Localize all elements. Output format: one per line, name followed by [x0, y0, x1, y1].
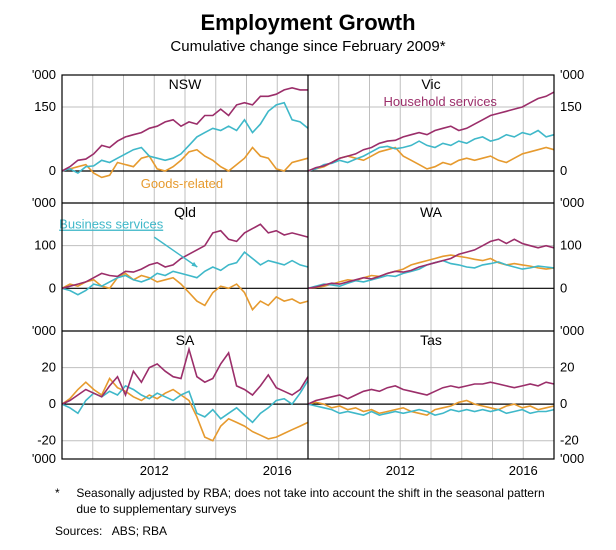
- svg-text:2016: 2016: [509, 463, 538, 478]
- svg-text:2016: 2016: [263, 463, 292, 478]
- chart-title: Employment Growth: [10, 10, 606, 36]
- svg-text:2012: 2012: [140, 463, 169, 478]
- svg-text:'000: '000: [560, 67, 584, 82]
- svg-text:0: 0: [49, 280, 56, 295]
- svg-text:20: 20: [560, 360, 574, 375]
- svg-text:Household services: Household services: [383, 94, 497, 109]
- svg-text:-20: -20: [560, 433, 579, 448]
- svg-text:20: 20: [42, 360, 56, 375]
- sources-value: ABS; RBA: [112, 524, 167, 538]
- svg-text:'000: '000: [560, 195, 584, 210]
- svg-text:WA: WA: [420, 204, 443, 220]
- chart-subtitle: Cumulative change since February 2009*: [10, 38, 606, 55]
- svg-text:-20: -20: [37, 433, 56, 448]
- svg-text:0: 0: [49, 163, 56, 178]
- svg-text:'000: '000: [32, 451, 56, 466]
- svg-text:'000: '000: [32, 67, 56, 82]
- svg-text:150: 150: [34, 99, 56, 114]
- svg-text:150: 150: [560, 99, 582, 114]
- svg-text:'000: '000: [32, 323, 56, 338]
- svg-text:'000: '000: [560, 323, 584, 338]
- svg-text:'000: '000: [560, 451, 584, 466]
- svg-text:2012: 2012: [386, 463, 415, 478]
- svg-text:Tas: Tas: [420, 332, 442, 348]
- sources-label: Sources:: [55, 524, 102, 538]
- svg-text:Business services: Business services: [59, 217, 164, 232]
- svg-text:Qld: Qld: [174, 204, 196, 220]
- chart-grid: '000 '000 '000 '000 '000 '000 '000 '000 0 150 NSW G…: [20, 61, 596, 481]
- chart-svg: '000 '000 '000 '000 '000 '000 '000 '000 0 150 NSW G…: [20, 61, 596, 481]
- footnote-text: Seasonally adjusted by RBA; does not tak…: [76, 485, 566, 517]
- svg-text:100: 100: [34, 238, 56, 253]
- svg-text:0: 0: [560, 396, 567, 411]
- svg-text:0: 0: [560, 280, 567, 295]
- svg-text:'000: '000: [32, 195, 56, 210]
- footnote: * Seasonally adjusted by RBA; does not t…: [55, 485, 586, 517]
- svg-text:100: 100: [560, 238, 582, 253]
- footnote-star: *: [55, 485, 73, 501]
- svg-text:NSW: NSW: [169, 76, 202, 92]
- svg-text:Vic: Vic: [421, 76, 440, 92]
- svg-text:0: 0: [49, 396, 56, 411]
- svg-text:Goods-related: Goods-related: [141, 176, 223, 191]
- svg-text:0: 0: [560, 163, 567, 178]
- sources: Sources: ABS; RBA: [55, 523, 586, 539]
- svg-text:SA: SA: [176, 332, 195, 348]
